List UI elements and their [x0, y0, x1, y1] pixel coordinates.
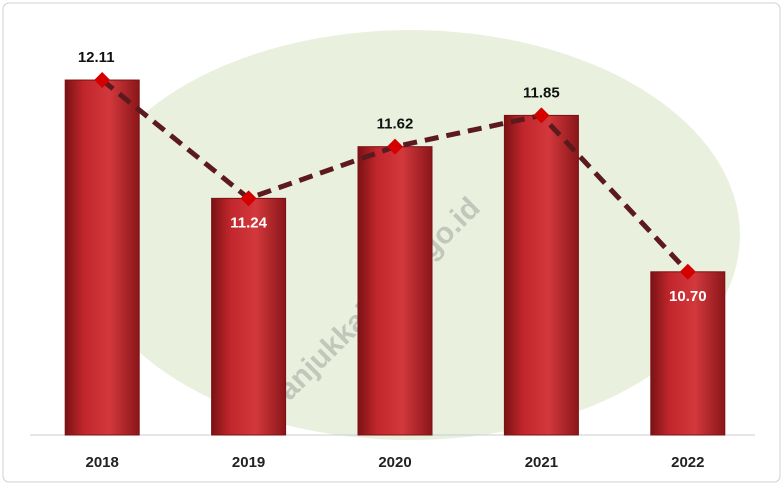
bar — [65, 80, 139, 435]
x-tick-label: 2019 — [232, 454, 265, 471]
bar — [212, 198, 286, 435]
x-tick-label: 2021 — [525, 454, 558, 471]
bar — [504, 115, 578, 435]
x-tick-label: 2022 — [671, 454, 704, 471]
bar — [358, 147, 432, 435]
value-label: 10.70 — [669, 288, 707, 305]
x-tick-label: 2018 — [86, 454, 119, 471]
value-label: 11.85 — [523, 84, 560, 101]
value-label: 11.24 — [230, 214, 267, 231]
value-label: 12.11 — [78, 49, 115, 66]
value-label: 11.62 — [377, 116, 414, 133]
page: {"chart_data": {"type": "bar", "categori… — [0, 0, 784, 486]
chart: anjukkab.bps.go.id 201820192020202120221… — [0, 0, 784, 486]
x-tick-label: 2020 — [378, 454, 411, 471]
